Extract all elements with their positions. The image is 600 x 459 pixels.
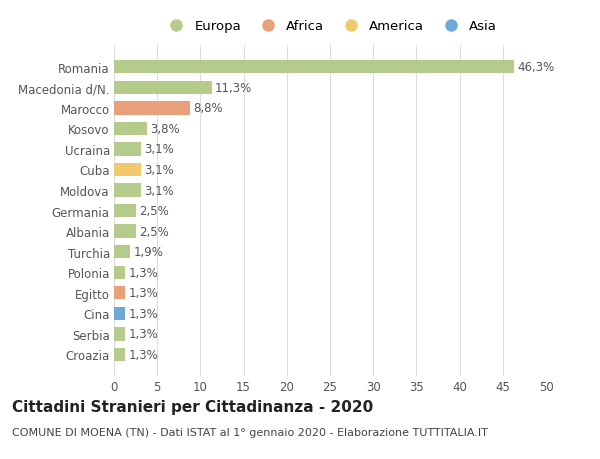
- Bar: [114, 81, 212, 95]
- Bar: [114, 163, 141, 177]
- Text: 3,8%: 3,8%: [150, 123, 180, 135]
- Text: 1,3%: 1,3%: [128, 328, 158, 341]
- Bar: [114, 225, 136, 238]
- Text: 3,1%: 3,1%: [144, 184, 174, 197]
- Bar: [114, 286, 125, 300]
- Bar: [114, 143, 141, 156]
- Text: 2,5%: 2,5%: [139, 225, 169, 238]
- Bar: [114, 102, 190, 115]
- Bar: [114, 61, 514, 74]
- Text: 46,3%: 46,3%: [517, 61, 555, 74]
- Legend: Europa, Africa, America, Asia: Europa, Africa, America, Asia: [159, 16, 501, 37]
- Text: Cittadini Stranieri per Cittadinanza - 2020: Cittadini Stranieri per Cittadinanza - 2…: [12, 399, 373, 414]
- Text: 1,3%: 1,3%: [128, 348, 158, 361]
- Bar: [114, 348, 125, 361]
- Text: 1,3%: 1,3%: [128, 307, 158, 320]
- Bar: [114, 328, 125, 341]
- Text: 1,3%: 1,3%: [128, 287, 158, 300]
- Bar: [114, 307, 125, 320]
- Text: COMUNE DI MOENA (TN) - Dati ISTAT al 1° gennaio 2020 - Elaborazione TUTTITALIA.I: COMUNE DI MOENA (TN) - Dati ISTAT al 1° …: [12, 427, 488, 437]
- Text: 11,3%: 11,3%: [215, 82, 253, 95]
- Bar: [114, 246, 130, 259]
- Bar: [114, 266, 125, 280]
- Bar: [114, 123, 147, 136]
- Bar: [114, 204, 136, 218]
- Text: 1,3%: 1,3%: [128, 266, 158, 279]
- Text: 3,1%: 3,1%: [144, 164, 174, 177]
- Text: 2,5%: 2,5%: [139, 205, 169, 218]
- Bar: [114, 184, 141, 197]
- Text: 3,1%: 3,1%: [144, 143, 174, 156]
- Text: 8,8%: 8,8%: [193, 102, 223, 115]
- Text: 1,9%: 1,9%: [134, 246, 164, 258]
